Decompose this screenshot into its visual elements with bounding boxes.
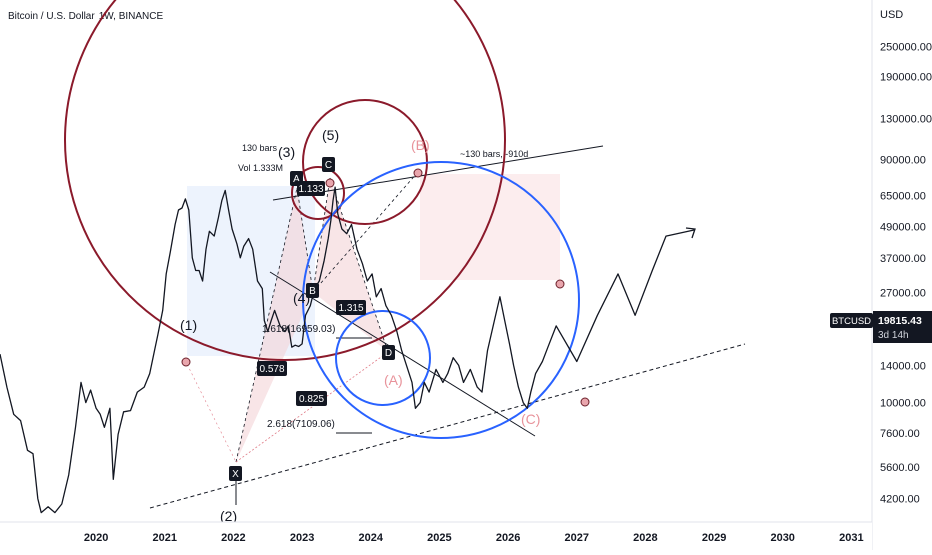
pill-ratio-0825: 0.825: [296, 391, 327, 406]
price-tick-label: 5600.00: [880, 462, 920, 474]
support-trendline: [149, 343, 746, 509]
dark-red-small-circle: [302, 99, 428, 225]
title-symbol: Bitcoin / U.S. Dollar: [8, 11, 95, 22]
currency-label: USD: [880, 9, 903, 21]
fib-2618-label: 2.618(7109.06): [267, 419, 335, 430]
pivot-marker-upper[interactable]: [555, 279, 565, 289]
title-sep: ,: [113, 11, 119, 22]
price-tick-label: 7600.00: [880, 428, 920, 440]
ratio-1133-text: 1.133: [298, 184, 323, 195]
pill-C: C: [322, 157, 335, 172]
bars-note: 130 bars: [242, 143, 278, 153]
bars-projection-note: ~130 bars, -910d: [460, 149, 528, 159]
pill-D-text: D: [385, 348, 392, 359]
fib-1618-label: 1.618(16959.03): [262, 324, 335, 335]
volume-note: Vol 1.333M: [238, 163, 283, 173]
pill-ratio-1133: 1.133: [297, 181, 325, 196]
price-line: [0, 186, 695, 514]
time-tick-label: 2030: [770, 532, 794, 544]
pill-B-text: B: [309, 286, 316, 297]
wave-label-2: (2): [220, 508, 237, 524]
price-tick-labels: 250000.00 190000.00 130000.00 90000.00 65000…: [880, 41, 932, 505]
pill-A-text: A: [293, 174, 300, 185]
pink-zone: [420, 174, 560, 280]
time-tick-label: 2023: [290, 532, 314, 544]
pivot-marker-1[interactable]: [181, 357, 191, 367]
dark-red-large-circle: [64, 0, 506, 361]
price-tag[interactable]: BTCUSD 19815.43 3d 14h: [830, 311, 932, 343]
pill-D: D: [382, 345, 395, 360]
wave-label-C: (C): [521, 411, 540, 427]
ratio-0578-text: 0.578: [259, 364, 284, 375]
blue-small-circle: [335, 310, 431, 406]
time-tick-label: 2031: [839, 532, 863, 544]
line-xd: [235, 351, 389, 463]
title-interval: 1W: [99, 11, 115, 22]
wave-label-A: (A): [384, 372, 403, 388]
ticker-badge-text: BTCUSD: [832, 316, 871, 327]
time-axis-panel[interactable]: [0, 522, 872, 550]
price-axis-panel[interactable]: [872, 0, 932, 550]
harmonic-triangle-xab: [236, 188, 313, 462]
line-bc: [312, 177, 331, 293]
current-price-badge: [873, 311, 932, 343]
price-tick-label: 4200.00: [880, 494, 920, 506]
price-tick-label: 65000.00: [880, 190, 926, 202]
price-tick-label: 37000.00: [880, 253, 926, 265]
harmonic-triangle-bcd: [313, 178, 388, 352]
price-tick-label: 10000.00: [880, 398, 926, 410]
price-tick-label: 130000.00: [880, 114, 932, 126]
time-tick-label: 2029: [702, 532, 726, 544]
wave-label-3: (3): [278, 144, 295, 160]
pill-ratio-0578: 0.578: [257, 361, 287, 376]
price-tick-label: 14000.00: [880, 360, 926, 372]
wave-label-4: (4): [293, 290, 310, 306]
time-tick-label: 2020: [84, 532, 108, 544]
blue-large-circle: [302, 161, 580, 439]
projection-arrow-icon: [685, 227, 696, 239]
wave-label-1: (1): [180, 317, 197, 333]
current-price-text: 19815.43: [878, 315, 922, 327]
price-tick-label: 49000.00: [880, 222, 926, 234]
chart-title: Bitcoin / U.S. Dollar 1W, BINANCE: [8, 11, 164, 22]
pill-C-text: C: [325, 160, 332, 171]
line-1-to-x: [184, 359, 237, 463]
countdown-text: 3d 14h: [878, 330, 909, 341]
price-tick-label: 250000.00: [880, 41, 932, 53]
time-tick-label: 2024: [359, 532, 384, 544]
pill-X: X: [229, 466, 242, 481]
line-b-to-B: [312, 171, 419, 293]
price-tick-label: 90000.00: [880, 154, 926, 166]
time-tick-labels: 2020 2021 2022 2023 2024 2025 2026 2027 2028 2029…: [84, 532, 864, 544]
dark-red-mini-circle: [291, 166, 345, 220]
pivot-marker-C[interactable]: [325, 178, 335, 188]
time-tick-label: 2026: [496, 532, 520, 544]
title-exchange: BINANCE: [119, 11, 164, 22]
pill-X-text: X: [232, 469, 239, 480]
line-xa: [235, 187, 298, 463]
ratio-1315-text: 1.315: [338, 303, 363, 314]
channel-upper: [272, 145, 604, 201]
pivot-marker-B[interactable]: [413, 168, 423, 178]
ticker-badge: [830, 313, 873, 328]
pivot-marker-lower[interactable]: [580, 397, 590, 407]
time-tick-label: 2022: [221, 532, 245, 544]
time-tick-label: 2028: [633, 532, 657, 544]
price-tick-label: 27000.00: [880, 288, 926, 300]
time-tick-label: 2021: [153, 532, 177, 544]
ratio-0825-text: 0.825: [299, 394, 324, 405]
time-tick-label: 2025: [427, 532, 451, 544]
pill-B: B: [306, 283, 319, 298]
time-tick-label: 2027: [565, 532, 589, 544]
wave-label-B: (B): [411, 137, 430, 153]
pill-ratio-1315: 1.315: [336, 300, 366, 315]
wave-label-5: (5): [322, 127, 339, 143]
price-tick-label: 190000.00: [880, 72, 932, 84]
